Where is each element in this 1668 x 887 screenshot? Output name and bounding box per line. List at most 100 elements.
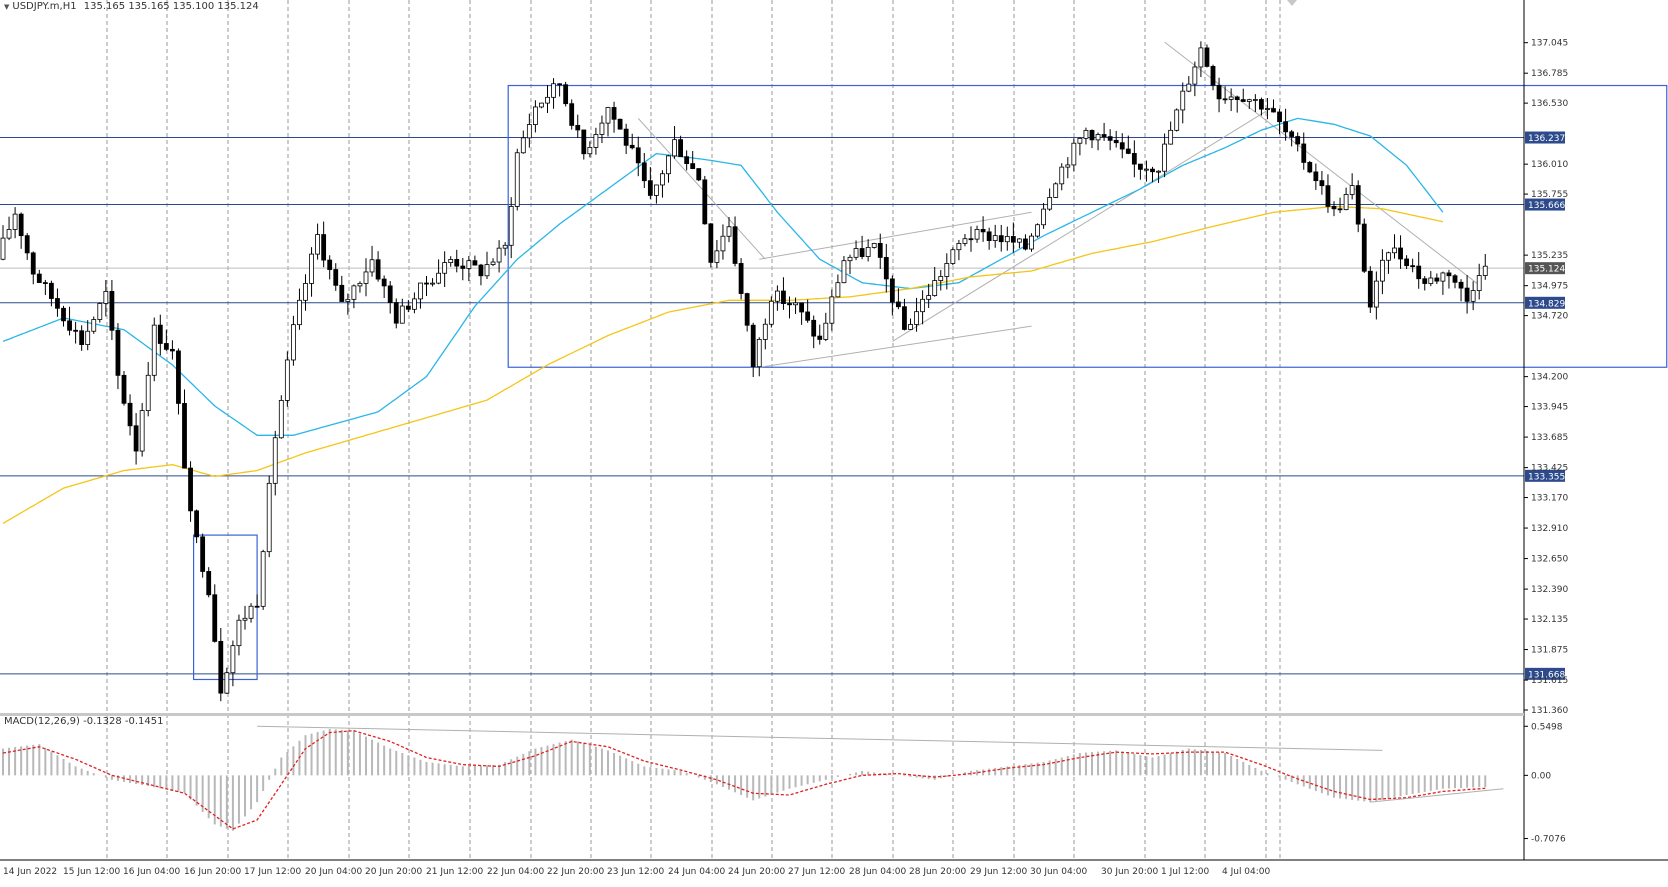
candle-body bbox=[466, 260, 472, 269]
candle-body bbox=[581, 129, 587, 155]
candle-body bbox=[1404, 258, 1409, 267]
trendline[interactable] bbox=[759, 325, 1032, 368]
candle-body bbox=[1010, 236, 1016, 243]
y-tick-label: 133.685 bbox=[1531, 433, 1568, 443]
candle-body bbox=[1071, 142, 1077, 166]
candle-body bbox=[430, 282, 435, 285]
candle-body bbox=[1216, 84, 1222, 100]
candle-body bbox=[768, 300, 774, 325]
candle-body bbox=[363, 271, 369, 284]
candle-body bbox=[79, 330, 85, 345]
candle-body bbox=[133, 425, 139, 452]
candle-body bbox=[1023, 238, 1028, 250]
candle-body bbox=[1373, 280, 1379, 308]
candle-body bbox=[1422, 278, 1428, 284]
candle-body bbox=[714, 250, 720, 263]
candle-body bbox=[575, 125, 581, 131]
candle-body bbox=[85, 330, 91, 345]
candle-body bbox=[871, 243, 877, 248]
candle-body bbox=[1107, 136, 1113, 141]
trendlines[interactable] bbox=[637, 41, 1480, 368]
candle-body bbox=[206, 571, 212, 596]
macd-trendline[interactable] bbox=[257, 725, 1383, 751]
dropdown-arrow-icon[interactable]: ▼ bbox=[4, 3, 10, 11]
candle-body bbox=[12, 213, 18, 230]
candle-body bbox=[744, 293, 750, 326]
candle-body bbox=[708, 223, 714, 263]
candle-body bbox=[127, 402, 133, 427]
trendline[interactable] bbox=[637, 118, 766, 260]
shift-marker-icon[interactable] bbox=[1287, 0, 1297, 6]
candle-body bbox=[405, 305, 411, 310]
horizontal-levels[interactable]: 136.237 135.666 135.124 134.829 133.355 131.6… bbox=[0, 131, 1565, 681]
candle-body bbox=[623, 128, 629, 146]
candle-body bbox=[145, 374, 151, 412]
candle-body bbox=[278, 400, 284, 439]
range-box[interactable] bbox=[507, 84, 1668, 368]
trendline[interactable] bbox=[759, 211, 1032, 260]
candle-body bbox=[387, 285, 393, 303]
candle-body bbox=[1386, 252, 1391, 261]
candle-body bbox=[478, 264, 484, 277]
candle-body bbox=[520, 137, 526, 154]
y-tick-label: 133.170 bbox=[1531, 494, 1568, 504]
macd-label: MACD(12,26,9) -0.1328 -0.1451 bbox=[4, 716, 164, 727]
candle-body bbox=[962, 238, 968, 244]
candle-body bbox=[1131, 153, 1137, 165]
symbol-header: ▼ USDJPY.m,H1 135.165 135.165 135.100 135… bbox=[4, 1, 259, 12]
x-tick-label: 1 Jul 12:00 bbox=[1161, 867, 1210, 877]
candle-body bbox=[835, 282, 841, 298]
candle-body bbox=[1355, 185, 1361, 225]
x-tick-label: 27 Jun 12:00 bbox=[788, 867, 845, 877]
y-tick-label: 131.615 bbox=[1531, 676, 1568, 686]
candle-body bbox=[254, 605, 260, 608]
candle-body bbox=[297, 299, 302, 326]
candle-body bbox=[1234, 96, 1240, 101]
y-tick-label: 131.875 bbox=[1531, 646, 1568, 656]
candle-body bbox=[756, 338, 762, 368]
candle-body bbox=[61, 307, 66, 322]
macd-header: MACD(12,26,9) -0.1328 -0.1451 bbox=[4, 716, 164, 727]
candle-body bbox=[678, 139, 683, 158]
candle-body bbox=[115, 329, 121, 376]
candle-body bbox=[272, 437, 278, 484]
candle-body bbox=[920, 298, 925, 313]
candle-body bbox=[974, 229, 980, 240]
x-tick-label: 20 Jun 20:00 bbox=[365, 867, 422, 877]
panel-separator bbox=[0, 713, 1524, 716]
candle-body bbox=[418, 282, 423, 300]
candle-body bbox=[1482, 265, 1488, 276]
candle-body bbox=[1458, 281, 1464, 289]
candle-body bbox=[533, 106, 538, 125]
candle-body bbox=[157, 324, 163, 344]
y-tick-label: 136.010 bbox=[1531, 160, 1568, 170]
candle-body bbox=[1476, 275, 1482, 291]
candle-body bbox=[1446, 272, 1452, 277]
candle-body bbox=[896, 301, 901, 308]
candle-body bbox=[448, 259, 454, 264]
candle-body bbox=[526, 124, 532, 139]
candle-body bbox=[1416, 265, 1422, 280]
candle-body bbox=[908, 324, 913, 330]
trendline[interactable] bbox=[1164, 41, 1480, 286]
x-tick-label: 20 Jun 04:00 bbox=[305, 867, 362, 877]
candle-body bbox=[514, 152, 520, 207]
level-label: 135.124 bbox=[1528, 265, 1565, 275]
candle-body bbox=[375, 259, 381, 280]
trendline[interactable] bbox=[892, 106, 1274, 342]
candle-body bbox=[351, 285, 357, 300]
x-tick-label: 28 Jun 20:00 bbox=[909, 867, 966, 877]
candle-body bbox=[1035, 224, 1040, 237]
macd-trendline[interactable] bbox=[1370, 788, 1504, 803]
candle-body bbox=[73, 329, 78, 332]
candle-body bbox=[593, 134, 599, 148]
candle-body bbox=[956, 243, 962, 251]
candle-body bbox=[1210, 66, 1216, 86]
x-tick-label: 23 Jun 12:00 bbox=[607, 867, 664, 877]
candle-body bbox=[914, 311, 919, 325]
candle-body bbox=[49, 282, 54, 299]
candle-body bbox=[750, 324, 756, 368]
candle-body bbox=[1083, 129, 1089, 139]
